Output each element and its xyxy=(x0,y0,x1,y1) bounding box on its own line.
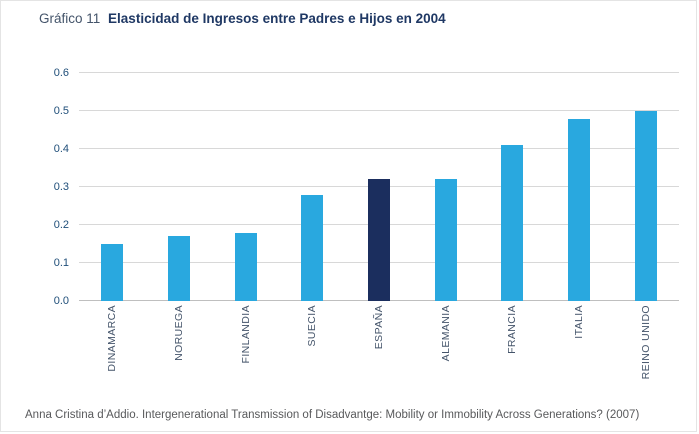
x-tick-label: SUECIA xyxy=(306,305,319,347)
y-tick-label: 0.1 xyxy=(53,257,69,270)
source-caption: Anna Cristina d’Addio. Intergenerational… xyxy=(25,409,640,421)
x-tick-label: REINO UNIDO xyxy=(639,305,652,380)
chart-title: Gráfico 11 Elasticidad de Ingresos entre… xyxy=(39,11,446,26)
bar-dinamarca xyxy=(101,244,124,301)
bar-column xyxy=(546,73,613,301)
x-labels: DINAMARCA NORUEGA FINLANDIA SUECIA ESPAÑA ALE… xyxy=(79,305,679,400)
gridline xyxy=(79,110,679,111)
x-tick: SUECIA xyxy=(279,305,346,400)
x-tick: ESPAÑA xyxy=(346,305,413,400)
y-tick-label: 0.4 xyxy=(53,143,69,156)
x-tick-label: FINLANDIA xyxy=(239,305,252,364)
bar-column xyxy=(612,73,679,301)
chart-title-prefix: Gráfico 11 xyxy=(39,11,101,26)
bar-column xyxy=(212,73,279,301)
y-tick-label: 0.6 xyxy=(53,67,69,79)
bar-francia xyxy=(501,145,524,301)
bar-column xyxy=(146,73,213,301)
y-tick-label: 0.3 xyxy=(53,181,69,193)
bar-italia xyxy=(568,118,591,301)
bar-españa xyxy=(368,179,391,301)
bars-container xyxy=(79,73,679,301)
x-tick: REINO UNIDO xyxy=(612,305,679,400)
bar-column xyxy=(279,73,346,301)
gridline xyxy=(79,72,679,73)
x-tick-label: ESPAÑA xyxy=(373,305,386,350)
bar-finlandia xyxy=(234,232,257,301)
bar-alemania xyxy=(434,179,457,301)
bar-noruega xyxy=(168,236,190,301)
chart-title-main: Elasticidad de Ingresos entre Padres e H… xyxy=(108,11,446,26)
x-tick: FRANCIA xyxy=(479,305,546,400)
x-tick-label: ITALIA xyxy=(573,305,586,339)
x-tick-label: DINAMARCA xyxy=(106,305,119,372)
bar-column xyxy=(412,73,479,301)
plot-area: 0.0 0.1 0.2 0.3 0.4 0.5 0.6 xyxy=(54,67,679,307)
x-tick-label: ALEMANIA xyxy=(439,305,452,362)
y-tick-label: 0.2 xyxy=(53,219,69,232)
y-tick-label: 0.5 xyxy=(53,105,69,117)
bar-suecia xyxy=(301,194,324,301)
bar-reino-unido xyxy=(634,111,657,301)
bar-column xyxy=(479,73,546,301)
bar-column xyxy=(346,73,413,301)
gridline xyxy=(79,148,679,150)
y-tick-label: 0.0 xyxy=(53,295,69,307)
x-tick-label: NORUEGA xyxy=(173,305,185,361)
x-tick: ITALIA xyxy=(546,305,613,400)
x-tick: NORUEGA xyxy=(146,305,213,400)
x-tick: FINLANDIA xyxy=(212,305,279,400)
x-tick: DINAMARCA xyxy=(79,305,146,400)
bar-column xyxy=(79,73,146,301)
x-tick-label: FRANCIA xyxy=(506,305,519,354)
x-tick: ALEMANIA xyxy=(412,305,479,400)
